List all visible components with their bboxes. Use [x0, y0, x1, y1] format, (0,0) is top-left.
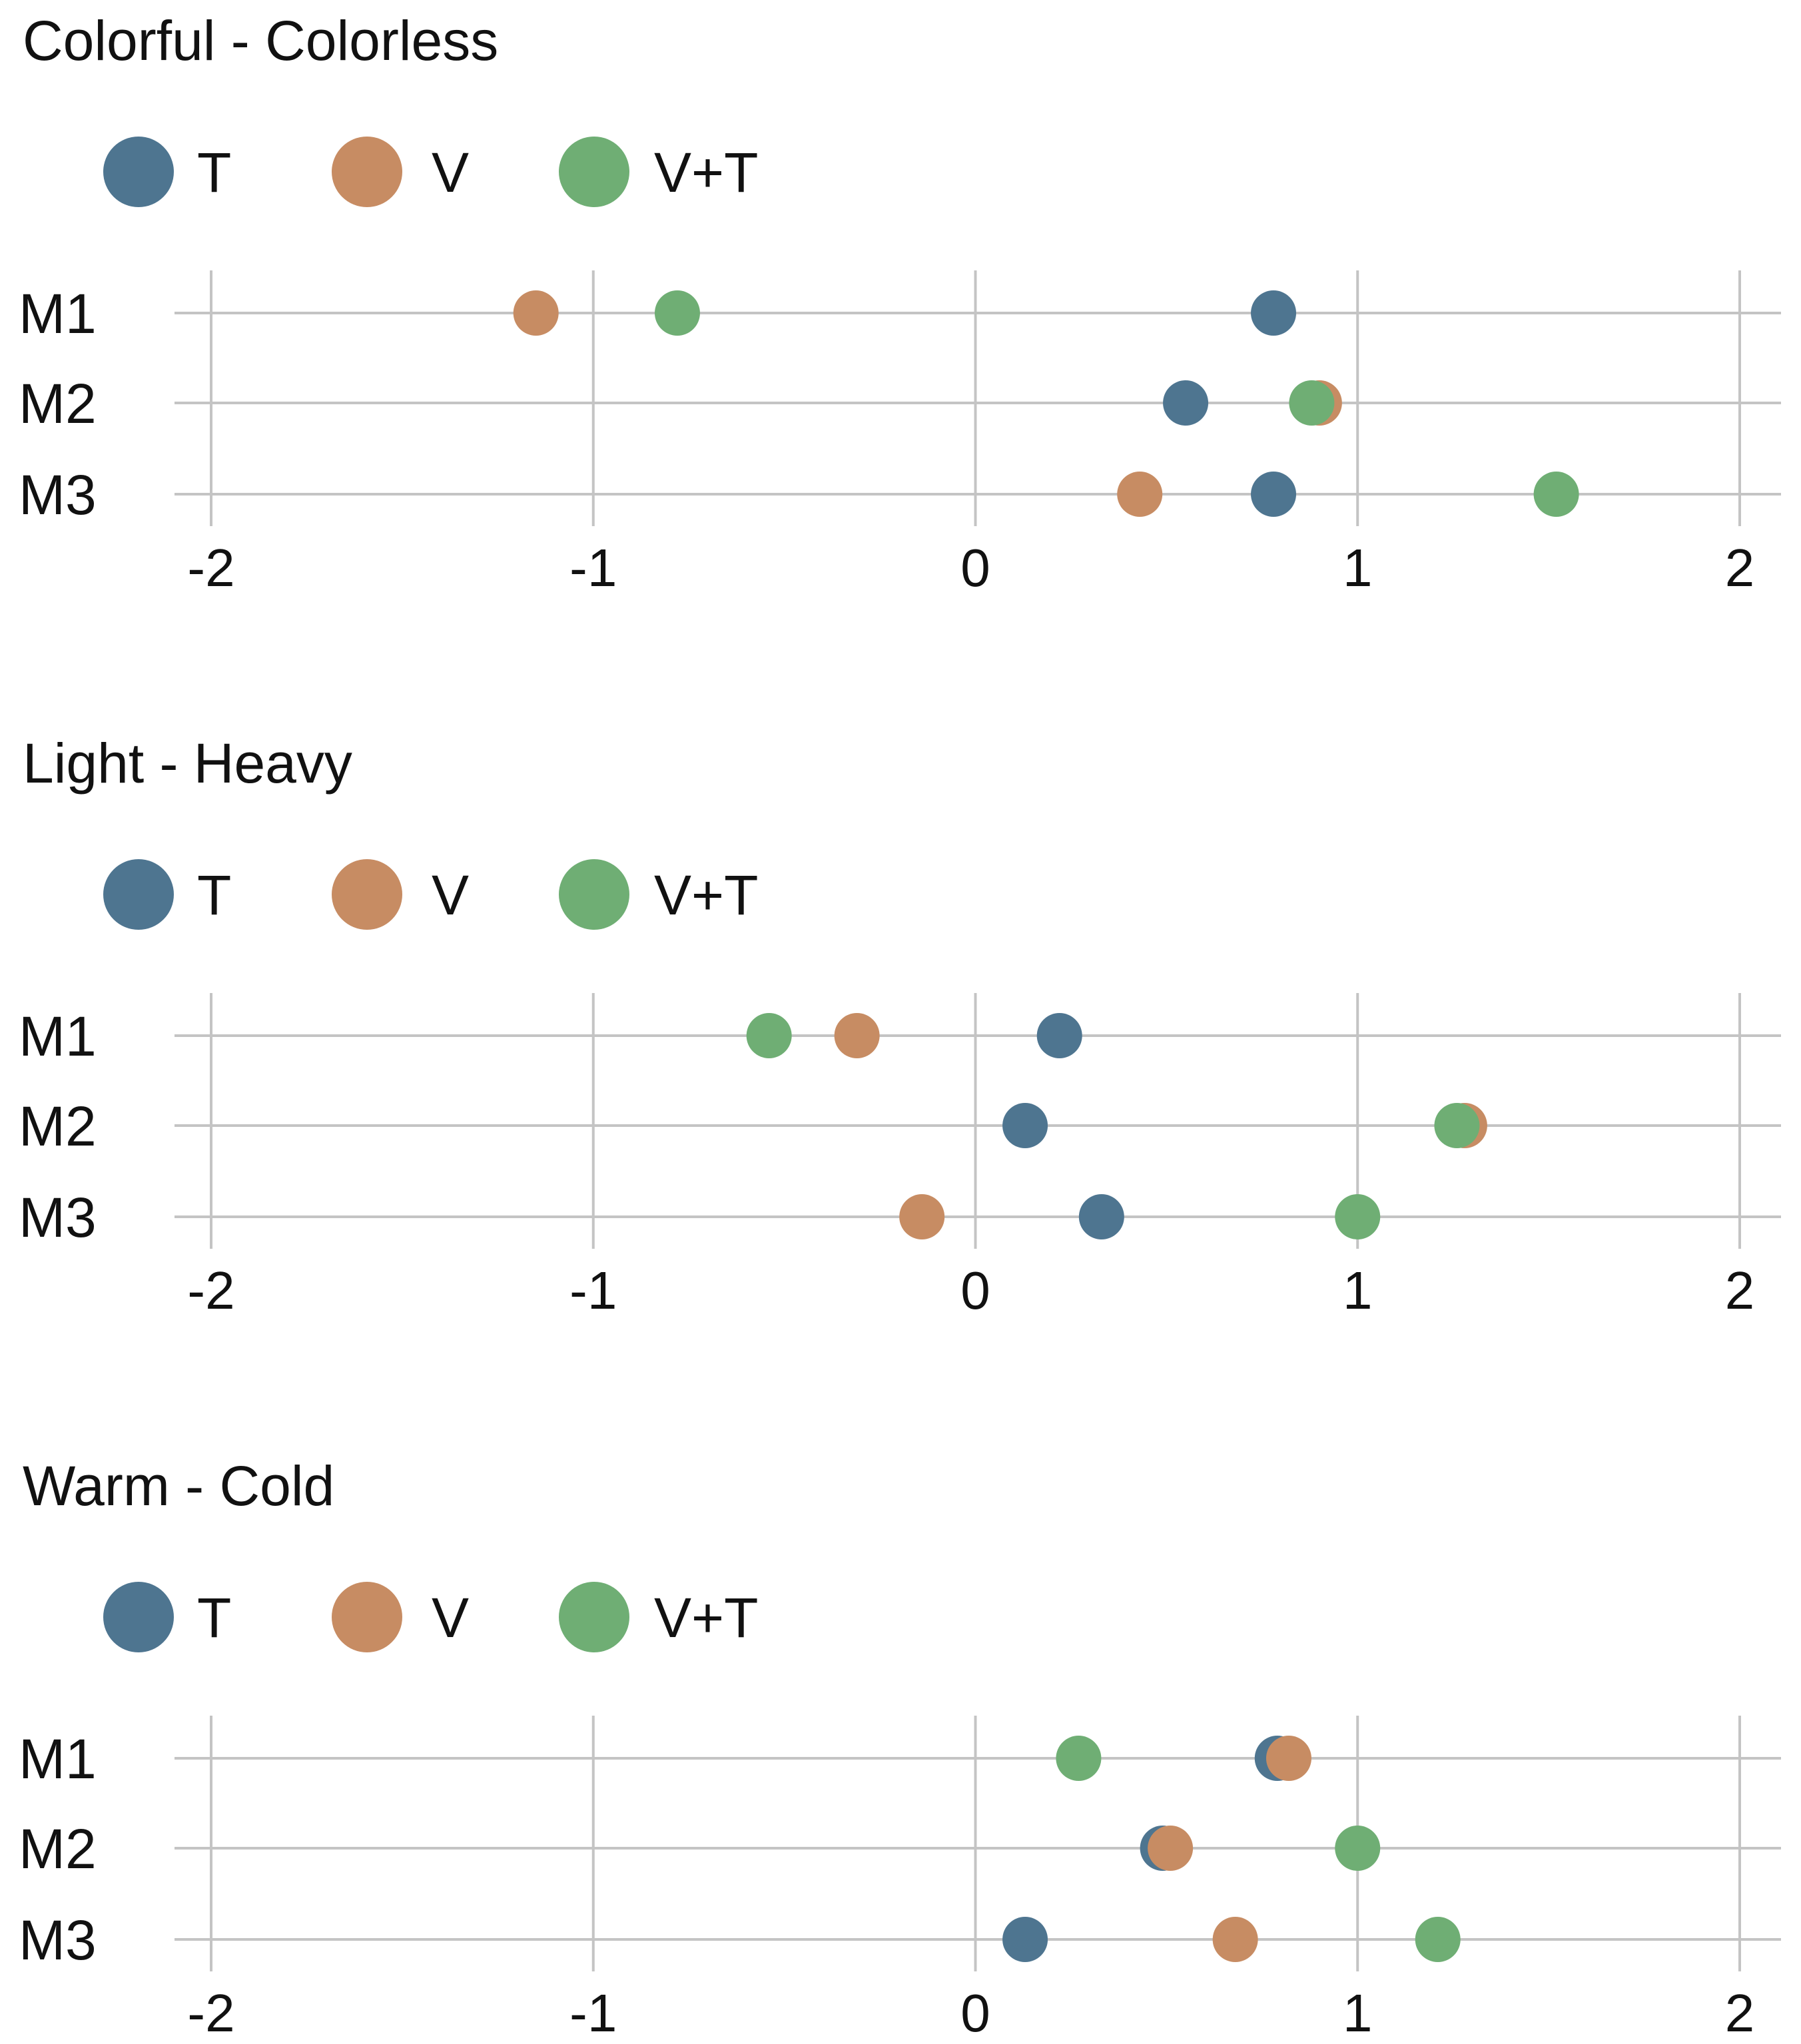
legend-marker — [332, 1582, 402, 1652]
x-tick-label: -1 — [569, 1261, 617, 1320]
legend-item: V+T — [559, 137, 758, 207]
data-point — [1148, 1826, 1194, 1871]
chart-title: Colorful - Colorless — [23, 9, 498, 72]
legend-item: V — [332, 1582, 469, 1652]
legend-item: V+T — [559, 1582, 758, 1652]
data-point — [1251, 472, 1297, 517]
legend-marker — [103, 859, 174, 930]
legend-label: T — [197, 1586, 231, 1649]
x-tick-label: 0 — [960, 1261, 990, 1320]
legend-label: V+T — [654, 141, 758, 204]
data-point — [834, 1013, 880, 1058]
data-point — [654, 290, 700, 336]
legend-marker — [332, 859, 402, 930]
data-point — [1415, 1917, 1461, 1962]
row-label: M3 — [19, 1909, 97, 1971]
data-point — [1335, 1194, 1381, 1239]
row-label: M2 — [19, 372, 97, 435]
legend-item: V+T — [559, 859, 758, 930]
legend-label: T — [197, 864, 231, 926]
chart-title: Warm - Cold — [23, 1455, 334, 1517]
legend-marker — [559, 1582, 629, 1652]
row-label: M1 — [19, 1005, 97, 1068]
data-point — [899, 1194, 945, 1239]
legend-marker — [559, 137, 629, 207]
chart-panel: Light - Heavy T V V+T M1 M2 M3 -2 -1 0 1 2 — [19, 732, 1781, 1320]
data-point — [1036, 1013, 1082, 1058]
chart-title: Light - Heavy — [23, 732, 352, 795]
legend-item: V — [332, 137, 469, 207]
data-point — [1078, 1194, 1124, 1239]
legend-marker — [559, 859, 629, 930]
data-point — [1117, 472, 1163, 517]
x-tick-label: 2 — [1725, 1261, 1755, 1320]
legend-label: V — [432, 864, 469, 926]
x-tick-label: 1 — [1343, 538, 1373, 597]
x-tick-label: 0 — [960, 1983, 990, 2043]
data-point — [1002, 1103, 1048, 1148]
data-point — [1265, 1736, 1311, 1781]
legend-label: T — [197, 141, 231, 204]
x-tick-label: 1 — [1343, 1983, 1373, 2043]
row-label: M1 — [19, 282, 97, 345]
data-point — [513, 290, 559, 336]
legend-marker — [103, 137, 174, 207]
legend-label: V+T — [654, 864, 758, 926]
legend-item: T — [103, 859, 231, 930]
data-point — [1056, 1736, 1102, 1781]
data-point — [1289, 380, 1335, 426]
x-tick-label: -1 — [569, 538, 617, 597]
legend-label: V — [432, 141, 469, 204]
x-tick-label: -2 — [187, 1261, 234, 1320]
data-point — [1533, 472, 1579, 517]
row-label: M1 — [19, 1728, 97, 1790]
data-point — [746, 1013, 792, 1058]
data-point — [1163, 380, 1209, 426]
row-label: M3 — [19, 1186, 97, 1249]
legend-marker — [332, 137, 402, 207]
x-tick-label: -1 — [569, 1983, 617, 2043]
data-point — [1212, 1917, 1258, 1962]
legend-item: V — [332, 859, 469, 930]
x-tick-label: -2 — [187, 538, 234, 597]
data-point — [1434, 1103, 1480, 1148]
legend-label: V — [432, 1586, 469, 1649]
x-tick-label: 0 — [960, 538, 990, 597]
data-point — [1251, 290, 1297, 336]
x-tick-label: -2 — [187, 1983, 234, 2043]
data-point — [1335, 1826, 1381, 1871]
legend-item: T — [103, 1582, 231, 1652]
legend-label: V+T — [654, 1586, 758, 1649]
row-label: M2 — [19, 1095, 97, 1158]
chart-panel: Warm - Cold T V V+T M1 M2 M3 -2 -1 0 1 2 — [19, 1455, 1781, 2043]
chart-panel: Colorful - Colorless T V V+T M1 M2 M3 -2 -1 0 1 2 — [19, 9, 1781, 597]
data-point — [1002, 1917, 1048, 1962]
legend-item: T — [103, 137, 231, 207]
x-tick-label: 2 — [1725, 1983, 1755, 2043]
row-label: M3 — [19, 464, 97, 526]
row-label: M2 — [19, 1818, 97, 1880]
x-tick-label: 1 — [1343, 1261, 1373, 1320]
legend-marker — [103, 1582, 174, 1652]
x-tick-label: 2 — [1725, 538, 1755, 597]
